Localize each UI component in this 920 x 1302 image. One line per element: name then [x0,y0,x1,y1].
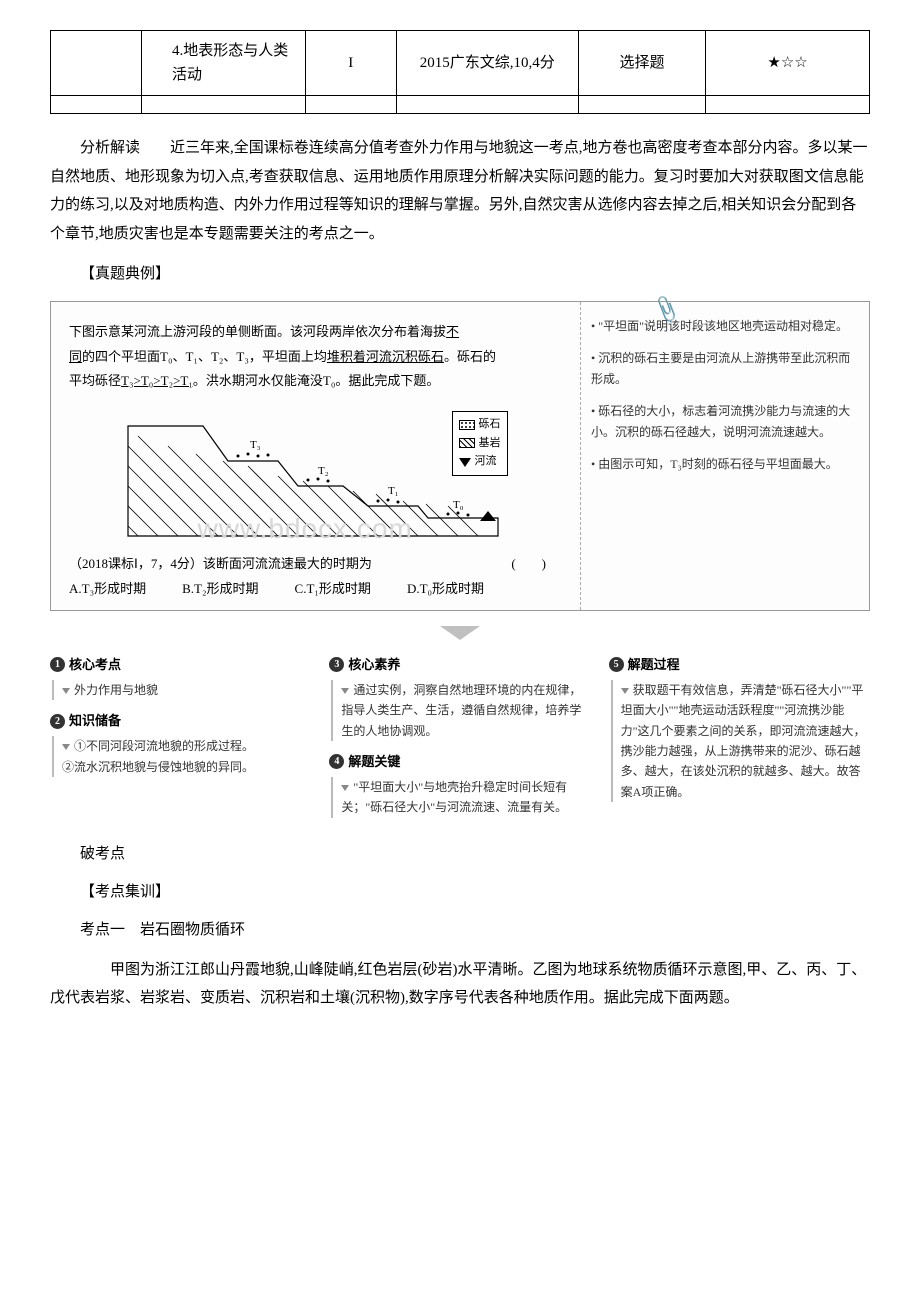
option-c: C.T₁形成时期 [295,579,371,600]
table-row-empty [51,96,870,114]
example-annotations: "平坦面"说明该时段该地区地壳运动相对稳定。 沉积的砾石主要是由河流从上游携带至… [581,302,869,610]
cell: 2015广东文综,10,4分 [396,31,578,96]
col-mid: 3核心素养 通过实例，洞察自然地理环境的内在规律，指导人类生产、生活，遵循自然规… [329,654,590,828]
analysis-text: 近三年来,全国课标卷连续高分值考查外力作用与地貌这一考点,地方卷也高密度考查本部… [50,140,868,242]
cell: I [305,31,396,96]
annotation-4: 由图示可知，T₃时刻的砾石径与平坦面最大。 [591,454,859,476]
break-point-heading: 破考点 [50,842,870,866]
svg-text:T₂: T₂ [318,465,329,477]
option-b: B.T₂形成时期 [182,579,258,600]
arrow-down-icon [440,626,480,640]
svg-text:T₃: T₃ [250,439,261,451]
cell: ★☆☆ [706,31,870,96]
option-d: D.T₀形成时期 [407,579,484,600]
annotation-3: 砾石径的大小，标志着河流携沙能力与流速的大小。沉积的砾石径越大，说明河流流速越大… [591,401,859,444]
analysis-label: 分析解读 [80,140,140,156]
summary-table: 4.地表形态与人类活动 I 2015广东文综,10,4分 选择题 ★☆☆ [50,30,870,114]
annotation-1: "平坦面"说明该时段该地区地壳运动相对稳定。 [591,316,859,338]
example-figure: 📎 下图示意某河流上游河段的单侧断面。该河段两岸依次分布着海拔不 同的四个平坦面… [50,301,870,611]
cell: 选择题 [578,31,705,96]
example-intro: 下图示意某河流上游河段的单侧断面。该河段两岸依次分布着海拔不 同的四个平坦面T₀… [69,320,566,394]
col-right: 5解题过程 获取题干有效信息，弄清楚"砾石径大小""平坦面大小""地壳运动活跃程… [609,654,870,828]
kp1-heading: 考点一 岩石圈物质循环 [50,918,870,942]
analysis-paragraph: 分析解读 近三年来,全国课标卷连续高分值考查外力作用与地貌这一考点,地方卷也高密… [50,134,870,248]
example-left-panel: 下图示意某河流上游河段的单侧断面。该河段两岸依次分布着海拔不 同的四个平坦面T₀… [51,302,581,610]
cell: 4.地表形态与人类活动 [141,31,305,96]
svg-text:T₀: T₀ [453,499,464,511]
analysis-columns: 1核心考点 外力作用与地貌 2知识储备 ①不同河段河流地貌的形成过程。 ②流水沉… [50,654,870,828]
question-line: （2018课标Ⅰ，7，4分）该断面河流流速最大的时期为 ( ) [69,554,566,575]
final-paragraph: 甲图为浙江江郎山丹霞地貌,山峰陡峭,红色岩层(砂岩)水平清晰。乙图为地球系统物质… [50,956,870,1013]
table-row: 4.地表形态与人类活动 I 2015广东文综,10,4分 选择题 ★☆☆ [51,31,870,96]
training-heading: 【考点集训】 [50,880,870,904]
diagram-legend: 砾石 基岩 河流 [452,411,508,476]
svg-text:T₁: T₁ [388,485,399,497]
col-left: 1核心考点 外力作用与地貌 2知识储备 ①不同河段河流地貌的形成过程。 ②流水沉… [50,654,311,828]
section-heading-examples: 【真题典例】 [50,262,870,286]
cross-section-diagram: 砾石 基岩 河流 [118,406,518,546]
options: A.T₃形成时期 B.T₂形成时期 C.T₁形成时期 D.T₀形成时期 [69,579,566,600]
cell [51,31,142,96]
annotation-2: 沉积的砾石主要是由河流从上游携带至此沉积而形成。 [591,348,859,391]
option-a: A.T₃形成时期 [69,579,146,600]
